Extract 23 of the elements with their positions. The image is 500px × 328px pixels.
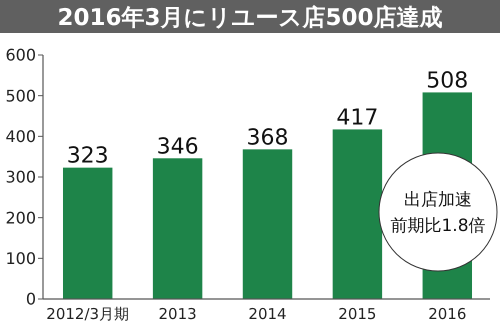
data-label: 508: [426, 68, 468, 94]
y-tick-label: 600: [5, 46, 36, 65]
x-tick-label: 2014: [248, 305, 287, 323]
x-tick-label: 2016: [428, 305, 466, 323]
data-label: 346: [156, 134, 199, 160]
y-tick-label: 300: [5, 168, 36, 187]
x-tick-label: 2012/3月期: [46, 305, 130, 323]
bar: [242, 149, 292, 299]
y-tick-label: 0: [26, 290, 36, 309]
bar: [152, 158, 202, 299]
x-tick-label: 2015: [338, 305, 376, 323]
bar: [62, 168, 112, 299]
annotation: 出店加速: [404, 190, 472, 210]
y-tick-label: 400: [5, 126, 36, 146]
x-tick-label: 2013: [158, 305, 197, 323]
y-tick-label: 200: [5, 208, 36, 228]
data-label: 368: [246, 125, 288, 150]
y-tick-label: 100: [5, 248, 36, 268]
data-label: 323: [66, 144, 109, 169]
chart-title: 2016年3月にリユース店500店達成: [57, 4, 443, 31]
annotation: 前期比1.8倍: [390, 216, 486, 236]
y-tick-label: 500: [5, 86, 36, 106]
data-label: 417: [336, 105, 378, 130]
